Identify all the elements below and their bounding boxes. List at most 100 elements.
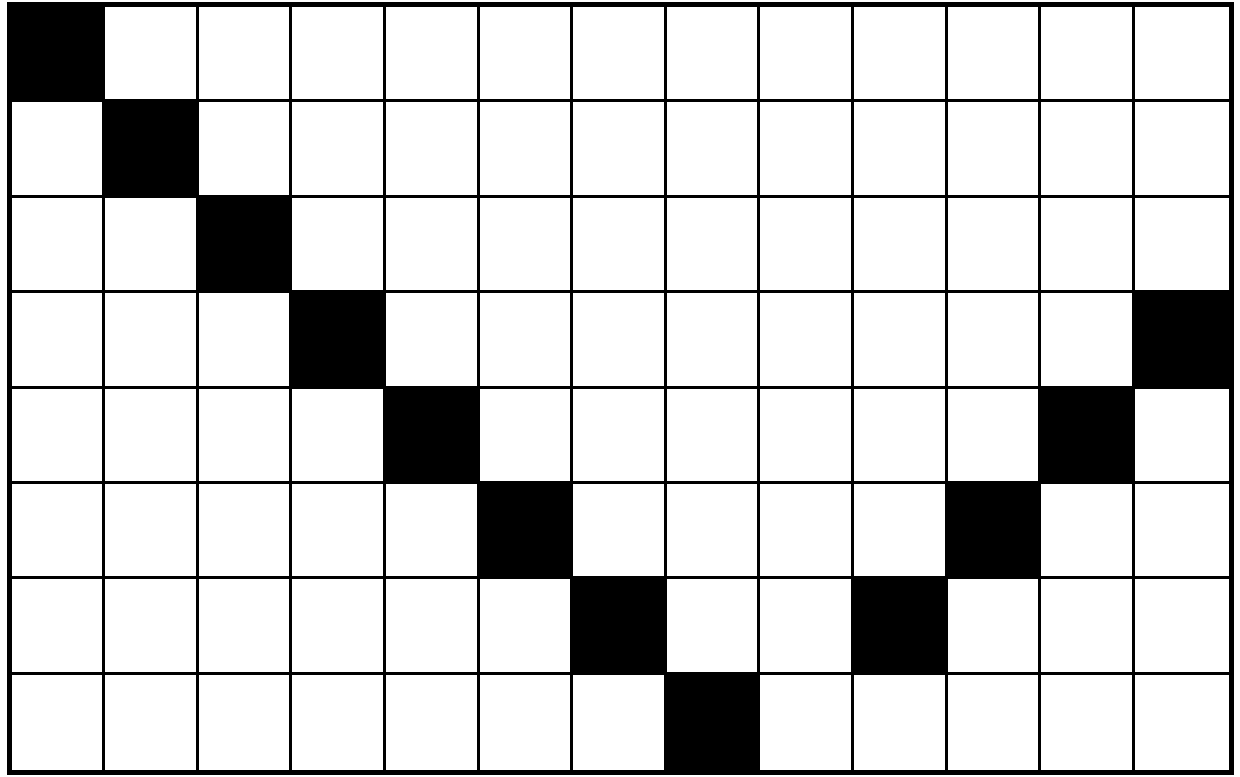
- grid-cell-white: [854, 484, 948, 579]
- grid-cell-white: [1135, 102, 1229, 197]
- grid-cell-white: [480, 293, 574, 388]
- grid-cell-white: [386, 102, 480, 197]
- grid-cell-white: [12, 293, 106, 388]
- grid-cell-white: [1041, 198, 1135, 293]
- grid-cell-white: [1135, 484, 1229, 579]
- grid-cell-white: [573, 389, 667, 484]
- grid-cell-white: [1135, 389, 1229, 484]
- grid-cell-white: [105, 198, 199, 293]
- grid-cell-white: [199, 102, 293, 197]
- grid-cell-white: [105, 579, 199, 674]
- grid-cell-black: [480, 484, 574, 579]
- canvas: [0, 0, 1240, 777]
- grid-cell-white: [948, 102, 1042, 197]
- grid-cell-white: [948, 293, 1042, 388]
- grid-cell-white: [667, 102, 761, 197]
- grid-cell-white: [105, 484, 199, 579]
- grid-cell-white: [573, 293, 667, 388]
- grid-cell-white: [948, 579, 1042, 674]
- grid-cell-white: [948, 198, 1042, 293]
- grid-cell-white: [1135, 675, 1229, 770]
- grid-cell-black: [12, 7, 106, 102]
- grid-cell-white: [199, 7, 293, 102]
- grid-cell-white: [480, 102, 574, 197]
- grid-cell-white: [480, 675, 574, 770]
- grid-cell-white: [386, 7, 480, 102]
- grid-cell-white: [573, 7, 667, 102]
- grid-cell-white: [386, 198, 480, 293]
- grid-cell-white: [854, 293, 948, 388]
- grid-cell-white: [760, 293, 854, 388]
- grid: [7, 2, 1234, 775]
- grid-cell-white: [760, 102, 854, 197]
- grid-cell-white: [12, 484, 106, 579]
- grid-cell-white: [760, 579, 854, 674]
- grid-cell-white: [292, 579, 386, 674]
- grid-cell-white: [854, 7, 948, 102]
- grid-cell-white: [12, 579, 106, 674]
- grid-cell-white: [760, 389, 854, 484]
- grid-cell-white: [292, 7, 386, 102]
- grid-cell-black: [573, 579, 667, 674]
- grid-cell-white: [948, 7, 1042, 102]
- grid-cell-white: [573, 198, 667, 293]
- grid-cell-white: [480, 7, 574, 102]
- grid-cell-white: [1041, 102, 1135, 197]
- grid-cell-black: [667, 675, 761, 770]
- grid-cell-black: [292, 293, 386, 388]
- grid-cell-white: [480, 579, 574, 674]
- grid-cell-white: [667, 579, 761, 674]
- grid-cell-white: [1041, 7, 1135, 102]
- grid-cell-white: [667, 7, 761, 102]
- grid-cell-white: [854, 102, 948, 197]
- grid-cell-black: [854, 579, 948, 674]
- grid-cell-black: [105, 102, 199, 197]
- grid-cell-white: [199, 579, 293, 674]
- grid-cell-black: [386, 389, 480, 484]
- grid-cell-black: [1135, 293, 1229, 388]
- grid-cell-white: [667, 389, 761, 484]
- grid-cell-white: [1041, 484, 1135, 579]
- grid-cell-white: [854, 198, 948, 293]
- grid-cell-white: [105, 389, 199, 484]
- grid-cell-white: [199, 675, 293, 770]
- grid-cell-white: [667, 293, 761, 388]
- grid-cell-white: [854, 389, 948, 484]
- grid-cell-white: [292, 484, 386, 579]
- grid-cell-white: [12, 675, 106, 770]
- grid-cell-white: [199, 389, 293, 484]
- grid-cell-white: [1135, 198, 1229, 293]
- grid-cell-white: [667, 484, 761, 579]
- grid-cell-white: [760, 7, 854, 102]
- grid-cell-white: [199, 484, 293, 579]
- grid-cell-white: [760, 484, 854, 579]
- grid-cell-white: [105, 293, 199, 388]
- grid-cell-white: [386, 579, 480, 674]
- grid-cell-white: [1041, 579, 1135, 674]
- grid-cell-white: [1041, 675, 1135, 770]
- grid-cell-white: [760, 675, 854, 770]
- grid-cell-white: [12, 198, 106, 293]
- grid-cell-white: [199, 293, 293, 388]
- grid-cell-white: [1135, 579, 1229, 674]
- grid-cell-white: [292, 102, 386, 197]
- grid-cell-white: [573, 675, 667, 770]
- grid-cell-black: [948, 484, 1042, 579]
- grid-cell-white: [12, 389, 106, 484]
- grid-cell-white: [386, 293, 480, 388]
- grid-cell-white: [480, 389, 574, 484]
- grid-cell-white: [854, 675, 948, 770]
- grid-cell-white: [573, 484, 667, 579]
- grid-cell-white: [573, 102, 667, 197]
- grid-cell-white: [292, 198, 386, 293]
- grid-cell-white: [386, 484, 480, 579]
- grid-cell-white: [292, 389, 386, 484]
- grid-cell-white: [12, 102, 106, 197]
- grid-cell-black: [199, 198, 293, 293]
- grid-cell-white: [667, 198, 761, 293]
- grid-cell-white: [948, 675, 1042, 770]
- grid-cell-white: [105, 675, 199, 770]
- grid-cell-white: [948, 389, 1042, 484]
- grid-cell-white: [760, 198, 854, 293]
- grid-cell-black: [1041, 389, 1135, 484]
